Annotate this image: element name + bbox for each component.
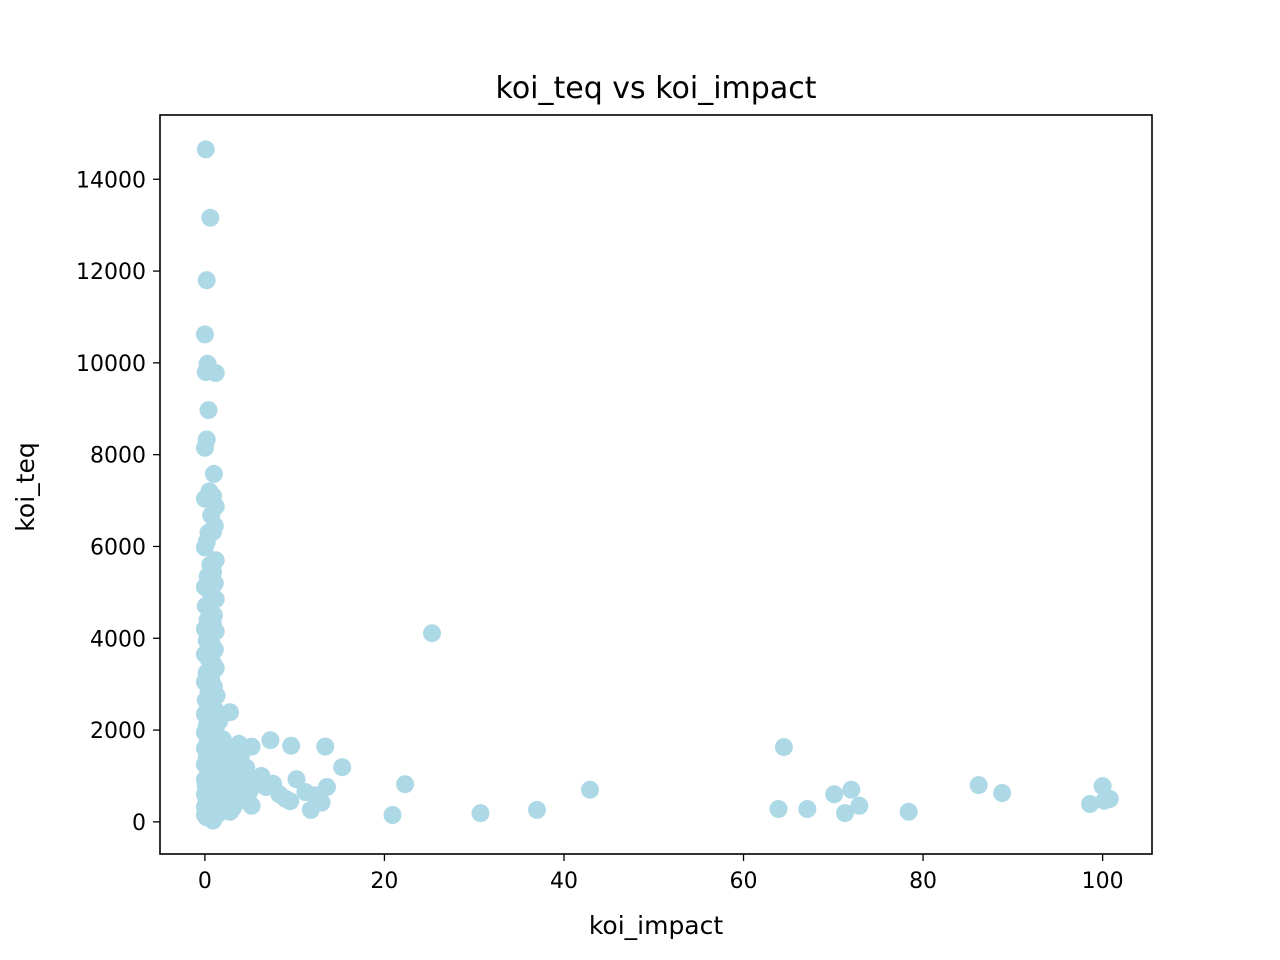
x-tick-label: 80	[909, 869, 937, 894]
data-points	[195, 140, 1119, 830]
x-tick-label: 60	[730, 869, 758, 894]
plot-frame	[159, 114, 1153, 855]
data-point	[206, 364, 225, 382]
y-tick-label: 2000	[90, 719, 146, 744]
y-tick-label: 0	[132, 811, 146, 836]
data-point	[282, 736, 301, 755]
y-tick-label: 14000	[76, 168, 146, 193]
data-point	[528, 800, 546, 819]
data-point	[197, 271, 216, 290]
data-point	[383, 806, 402, 824]
data-point	[769, 800, 788, 818]
data-point	[204, 464, 223, 483]
data-point	[471, 804, 490, 823]
data-point	[423, 624, 441, 643]
data-point	[196, 140, 215, 159]
data-point	[281, 792, 300, 811]
data-point	[396, 775, 415, 794]
data-point	[195, 325, 214, 344]
data-point	[301, 800, 320, 819]
data-point	[581, 780, 599, 799]
data-point	[850, 796, 869, 815]
x-tick-label: 100	[1082, 869, 1124, 894]
y-tick-label: 8000	[90, 444, 146, 469]
data-point	[774, 738, 793, 757]
data-point	[333, 758, 352, 777]
y-tick-label: 4000	[90, 627, 146, 652]
chart-title: koi_teq vs koi_impact	[496, 71, 817, 106]
data-point	[993, 784, 1012, 802]
x-axis-label: koi_impact	[589, 911, 724, 940]
data-point	[242, 796, 261, 815]
x-tick-label: 0	[198, 869, 212, 894]
data-point	[195, 438, 214, 457]
data-point	[825, 785, 844, 804]
y-tick-label: 10000	[76, 352, 146, 377]
data-point	[201, 208, 220, 227]
data-point	[261, 731, 280, 750]
data-point	[204, 811, 222, 830]
x-axis-ticks: 0 20 40 60 80 100	[198, 854, 1124, 894]
y-axis-ticks: 0 2000 4000 6000 8000 10000 12000 14000	[76, 168, 160, 836]
data-point	[195, 538, 214, 557]
y-tick-label: 6000	[90, 535, 146, 560]
x-tick-label: 40	[550, 869, 578, 894]
y-axis-label: koi_teq	[11, 442, 40, 531]
data-point	[1095, 791, 1114, 810]
data-point	[842, 780, 861, 799]
y-tick-label: 12000	[76, 260, 146, 285]
data-point	[899, 802, 918, 821]
data-point	[1081, 795, 1100, 813]
x-tick-label: 20	[370, 869, 398, 894]
data-point	[836, 804, 854, 823]
data-point	[199, 401, 218, 420]
data-point	[316, 737, 335, 756]
data-point	[798, 800, 817, 818]
data-point	[287, 770, 306, 789]
data-point	[969, 776, 988, 795]
